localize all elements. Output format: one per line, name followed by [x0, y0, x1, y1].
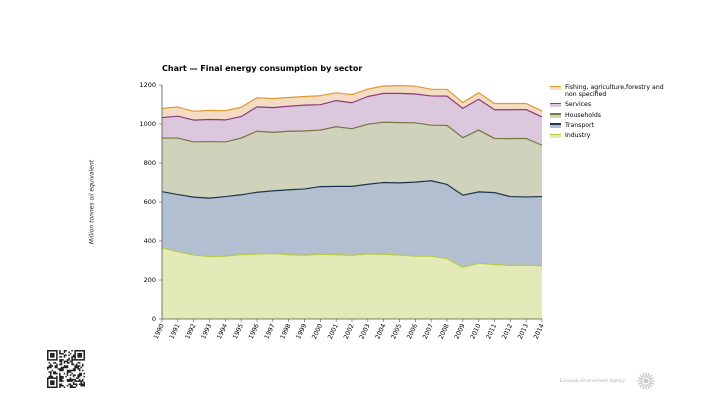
legend-swatch-services-line — [550, 102, 561, 105]
legend-label-fishing: Fishing, agriculture,forestry and non sp… — [565, 84, 664, 99]
chart-legend: Fishing, agriculture,forestry and non sp… — [549, 84, 669, 142]
x-tick-label: 2012 — [501, 323, 514, 340]
x-tick-label: 2009 — [454, 323, 467, 340]
x-tick-label: 2002 — [343, 323, 356, 340]
legend-item-fishing: Fishing, agriculture,forestry and non sp… — [549, 84, 669, 98]
y-tick-label: 600 — [144, 198, 156, 206]
logo-ray — [646, 372, 650, 379]
x-tick-label: 1999 — [295, 323, 308, 340]
legend-swatch-fishing-fill — [550, 87, 561, 90]
line-industry — [161, 247, 543, 268]
legend-item-industry: Industry — [549, 132, 669, 139]
y-tick-label: 800 — [144, 159, 156, 167]
area-industry — [162, 247, 542, 319]
x-tick-label: 2005 — [390, 323, 403, 340]
x-tick-label: 2013 — [517, 323, 530, 340]
legend-label-industry: Industry — [565, 132, 591, 140]
legend-swatch-industry-fill — [550, 135, 561, 139]
x-tick-label: 2011 — [485, 323, 498, 340]
area-transport — [162, 180, 542, 268]
y-tick-label: 400 — [144, 237, 156, 245]
logo-ray — [646, 383, 650, 390]
y-tick-label: 1200 — [139, 81, 156, 89]
x-tick-label: 1997 — [264, 323, 277, 340]
x-tick-label: 2010 — [469, 323, 482, 340]
legend-swatch-industry — [550, 133, 561, 139]
x-tick-label: 2003 — [359, 323, 372, 340]
area-services — [162, 93, 542, 146]
logo-ray — [648, 374, 653, 379]
logo-ray — [642, 383, 646, 390]
legend-label-households: Households — [565, 111, 601, 119]
y-tick-label: 0 — [152, 315, 156, 323]
legend-swatch-transport-fill — [550, 124, 561, 128]
logo-ray — [642, 372, 646, 379]
legend-swatch-households — [550, 113, 561, 118]
qr-code — [47, 350, 85, 388]
x-tick-label: 1996 — [248, 323, 261, 340]
x-tick-label: 2001 — [327, 323, 340, 340]
legend-swatch-households-fill — [550, 114, 561, 118]
legend-swatch-transport — [550, 123, 561, 128]
line-households — [162, 121, 543, 146]
legend-swatch-fishing-line — [550, 85, 561, 87]
legend-item-households: Households — [549, 112, 669, 119]
line-services — [161, 92, 543, 121]
line-fishing — [161, 84, 543, 112]
agency-name: European Environment Agency — [560, 378, 625, 383]
x-tick-label: 2006 — [406, 323, 419, 340]
x-tick-label: 1992 — [184, 323, 197, 340]
legend-swatch-services-fill — [550, 104, 561, 108]
legend-label-transport: Transport — [565, 121, 595, 129]
x-tick-label: 1998 — [279, 323, 292, 340]
area-fishing — [162, 85, 542, 121]
logo-ray — [637, 377, 644, 381]
x-tick-label: 2014 — [533, 323, 546, 340]
eea-logo-icon — [637, 372, 655, 390]
x-tick-label: 2008 — [438, 323, 451, 340]
qr-modules — [47, 350, 85, 388]
legend-label-services: Services — [565, 101, 592, 109]
legend-swatch-fishing — [550, 85, 561, 90]
logo-ray — [648, 381, 655, 385]
area-households — [162, 122, 542, 199]
logo-ray — [648, 383, 653, 388]
y-tick-label: 200 — [144, 276, 156, 284]
x-tick-label: 2007 — [422, 323, 435, 340]
x-tick-label: 1991 — [169, 323, 182, 340]
logo-ray — [639, 374, 644, 379]
x-tick-label: 2004 — [374, 323, 387, 340]
legend-item-transport: Transport — [549, 122, 669, 129]
y-tick-label: 1000 — [139, 120, 156, 128]
logo-ray — [639, 383, 644, 388]
legend-swatch-industry-line — [550, 133, 561, 136]
logo-ray — [648, 377, 655, 381]
line-transport — [161, 180, 543, 199]
logo-ray — [637, 381, 644, 385]
x-tick-label: 1995 — [232, 323, 245, 340]
x-tick-label: 1994 — [216, 323, 229, 340]
legend-swatch-households-line — [550, 113, 561, 115]
x-tick-label: 1990 — [153, 323, 166, 340]
logo-center — [643, 378, 649, 384]
legend-item-services: Services — [549, 101, 669, 108]
x-tick-label: 1993 — [200, 323, 213, 340]
legend-swatch-services — [550, 102, 561, 108]
legend-swatch-transport-line — [550, 123, 561, 125]
chart-title: Chart — Final energy consumption by sect… — [162, 64, 363, 73]
x-tick-label: 2000 — [311, 323, 324, 340]
